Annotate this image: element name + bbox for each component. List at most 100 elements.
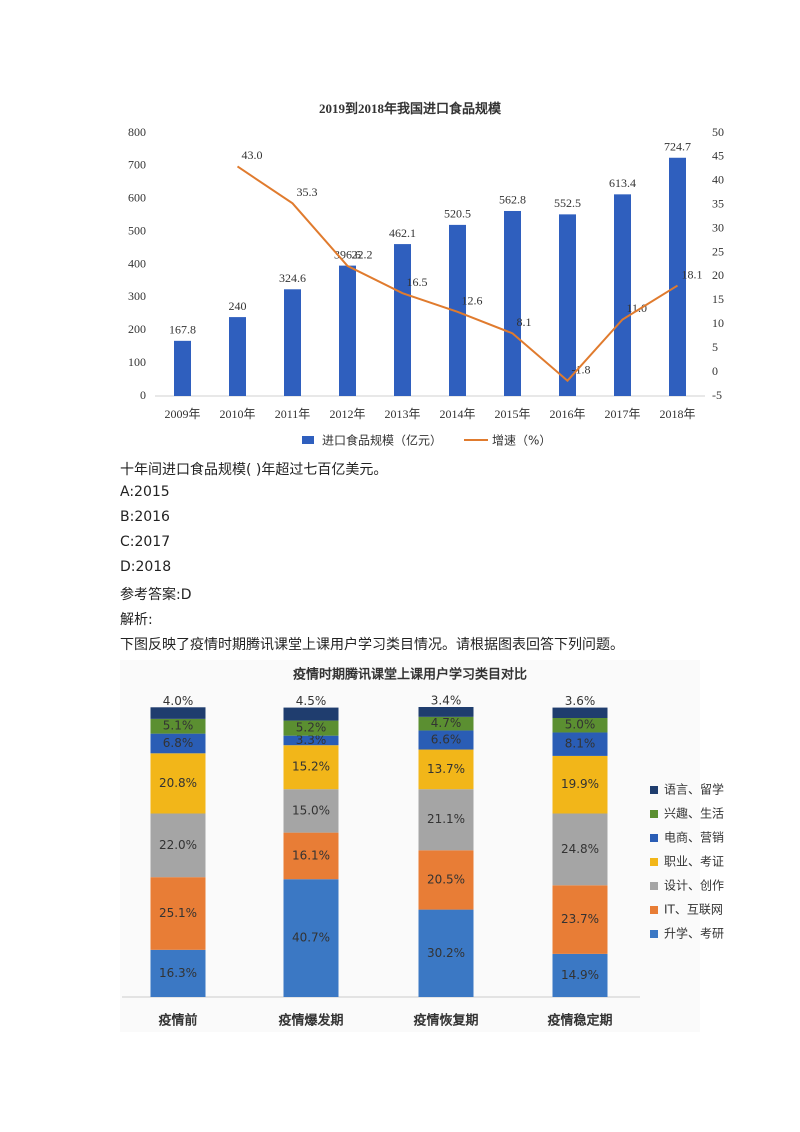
y-tick-label: 100 [128, 355, 146, 369]
x-tick-label: 疫情爆发期 [278, 1013, 343, 1029]
legend-label: 升学、考研 [664, 926, 724, 941]
x-tick-label: 2017年 [604, 407, 640, 421]
y-tick-label: 200 [128, 322, 146, 336]
bar-segment [552, 755, 608, 814]
data-label: 14.9% [561, 968, 599, 982]
legend-label: 设计、创作 [664, 879, 724, 893]
y2-tick-label: 35 [712, 196, 724, 210]
data-label: 23.7% [561, 912, 599, 926]
y2-tick-label: 5 [712, 340, 718, 354]
legend-swatch [302, 436, 314, 444]
y2-tick-label: 20 [712, 268, 724, 282]
bar [449, 224, 466, 396]
data-label: 462.1 [389, 226, 416, 240]
x-tick-label: 2013年 [384, 407, 420, 421]
data-label: 20.8% [159, 776, 197, 790]
data-label: 25.1% [159, 906, 197, 920]
data-label: 5.0% [565, 718, 596, 732]
bar [559, 214, 576, 396]
data-label: 24.8% [561, 842, 599, 856]
legend-swatch [650, 930, 658, 938]
chart-title: 疫情时期腾讯课堂上课用户学习类目对比 [293, 667, 527, 683]
data-label: 167.8 [169, 323, 196, 337]
bar-segment [283, 735, 339, 746]
bar-segment [150, 877, 206, 950]
bar-segment [418, 850, 474, 910]
y2-tick-label: 30 [712, 220, 724, 234]
question: 十年间进口食品规模( )年超过七百亿美元。 [120, 462, 388, 478]
intro: 下图反映了疫情时期腾讯课堂上课用户学习类目情况。请根据图表回答下列问题。 [120, 637, 624, 653]
y-tick-label: 700 [128, 158, 146, 172]
legend-swatch [650, 882, 658, 890]
data-label: 16.5 [407, 275, 428, 289]
bar-segment [552, 885, 608, 954]
bar [339, 265, 356, 396]
bar-segment [150, 949, 206, 997]
bar-segment [150, 707, 206, 719]
bar [504, 210, 521, 396]
data-label: 40.7% [292, 931, 330, 945]
bar-segment [418, 749, 474, 790]
y2-tick-label: 50 [712, 125, 724, 139]
data-label: 5.2% [296, 721, 327, 735]
y2-tick-label: 15 [712, 292, 724, 306]
y-tick-label: 800 [128, 125, 146, 139]
bar-segment [552, 717, 608, 733]
bar-segment [150, 753, 206, 814]
y2-tick-label: 40 [712, 173, 724, 187]
data-label: 324.6 [279, 271, 306, 285]
data-label: 8.1 [517, 315, 532, 329]
legend-label: 进口食品规模（亿元） [322, 433, 442, 448]
data-label: 43.0 [242, 148, 263, 162]
data-label: 13.7% [427, 762, 465, 776]
legend-label: 语言、留学 [664, 782, 724, 797]
y2-tick-label: 25 [712, 244, 724, 258]
bar [669, 157, 686, 396]
bar-segment [418, 789, 474, 851]
data-label: 3.6% [565, 694, 596, 708]
option: D:2018 [120, 559, 172, 575]
bar-segment [283, 879, 339, 997]
bar-segment [150, 718, 206, 734]
x-tick-label: 2014年 [439, 407, 475, 421]
data-label: 240 [229, 299, 247, 313]
y-tick-label: 400 [128, 256, 146, 270]
legend-label: 增速（%） [492, 434, 551, 448]
data-label: 613.4 [609, 176, 636, 190]
bar-segment [283, 832, 339, 880]
x-tick-label: 2015年 [494, 407, 530, 421]
y-tick-label: 300 [128, 289, 146, 303]
data-label: 12.6 [462, 294, 483, 308]
y-tick-label: 600 [128, 191, 146, 205]
bar-segment [418, 909, 474, 997]
option: A:2015 [120, 484, 170, 500]
analysis: 解析: [120, 612, 153, 628]
data-label: 11.0 [627, 301, 648, 315]
chart-title: 2019到2018年我国进口食品规模 [319, 101, 502, 116]
bar-segment [283, 707, 339, 721]
x-tick-label: 疫情稳定期 [547, 1013, 612, 1029]
legend-label: IT、互联网 [664, 903, 723, 917]
bar-segment [418, 730, 474, 750]
data-label: 552.5 [554, 196, 581, 210]
bar-segment [283, 789, 339, 833]
x-tick-label: 2010年 [219, 407, 255, 421]
data-label: 20.5% [427, 872, 465, 886]
y2-tick-label: 0 [712, 364, 718, 378]
data-label: 19.9% [561, 777, 599, 791]
bar-segment [552, 707, 608, 718]
legend-label: 电商、营销 [664, 830, 724, 845]
legend-swatch [650, 858, 658, 866]
data-label: 15.2% [292, 760, 330, 774]
import-chart: 2019到2018年我国进口食品规模 010020030040050060070… [128, 101, 724, 448]
bar-segment [552, 813, 608, 886]
data-label: 4.5% [296, 694, 327, 708]
data-label: 5.1% [163, 719, 194, 733]
data-label: 4.0% [163, 694, 194, 708]
legend-label: 兴趣、生活 [664, 806, 724, 821]
bar [174, 340, 191, 396]
data-label: 22.2 [352, 248, 373, 262]
y2-tick-label: 45 [712, 149, 724, 163]
x-tick-label: 2011年 [275, 407, 311, 421]
bar-segment [418, 716, 474, 731]
